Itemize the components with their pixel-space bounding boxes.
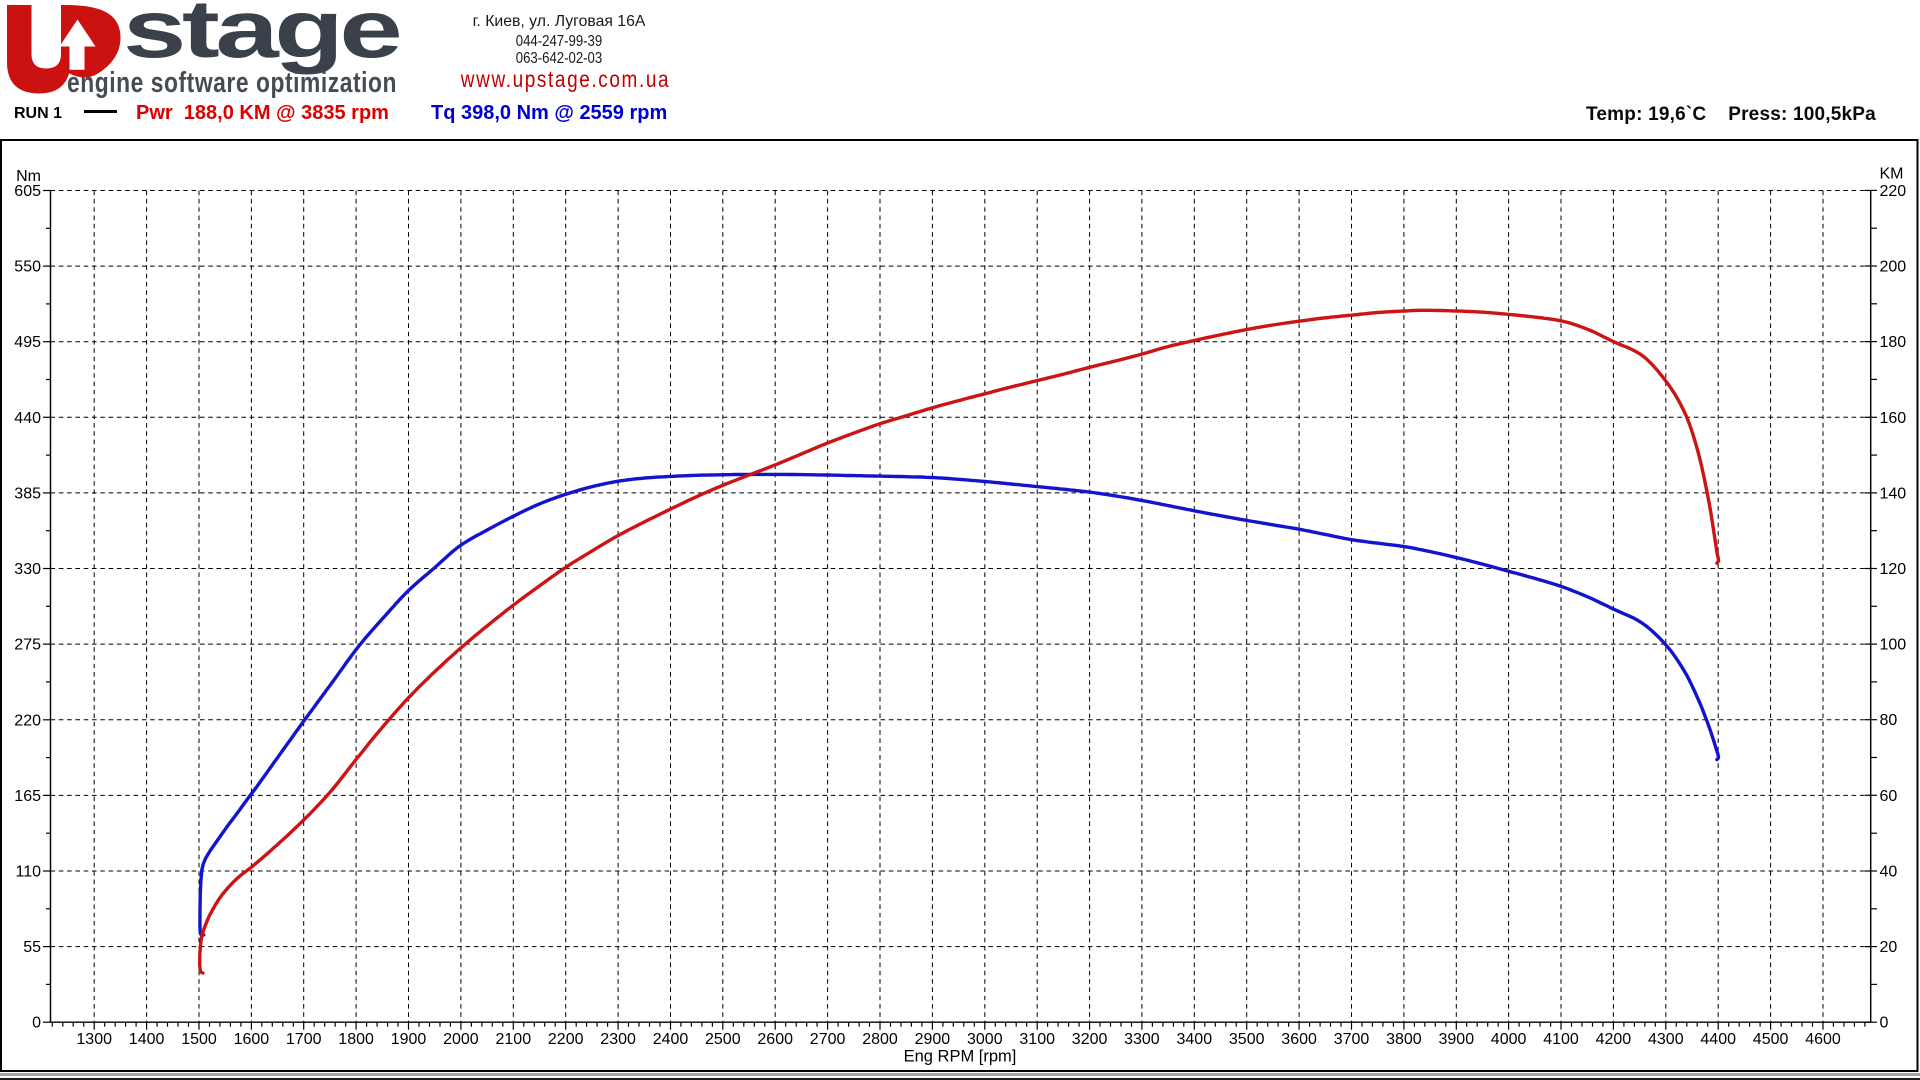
svg-text:3600: 3600 xyxy=(1281,1031,1317,1048)
svg-text:100: 100 xyxy=(1880,637,1907,654)
svg-text:440: 440 xyxy=(14,410,41,427)
svg-text:0: 0 xyxy=(1880,1015,1889,1032)
svg-text:2500: 2500 xyxy=(705,1031,741,1048)
svg-text:220: 220 xyxy=(14,712,41,729)
svg-text:220: 220 xyxy=(1880,183,1907,200)
svg-text:120: 120 xyxy=(1880,561,1907,578)
svg-text:3100: 3100 xyxy=(1019,1031,1055,1048)
svg-text:1800: 1800 xyxy=(338,1031,374,1048)
svg-text:385: 385 xyxy=(14,485,41,502)
svg-text:3300: 3300 xyxy=(1124,1031,1160,1048)
svg-text:20: 20 xyxy=(1880,939,1898,956)
svg-text:2600: 2600 xyxy=(757,1031,793,1048)
svg-text:3800: 3800 xyxy=(1386,1031,1422,1048)
svg-text:180: 180 xyxy=(1880,334,1907,351)
svg-text:4600: 4600 xyxy=(1805,1031,1841,1048)
svg-text:55: 55 xyxy=(23,939,41,956)
svg-text:4300: 4300 xyxy=(1648,1031,1684,1048)
svg-text:2200: 2200 xyxy=(548,1031,584,1048)
svg-text:4200: 4200 xyxy=(1596,1031,1632,1048)
svg-text:1600: 1600 xyxy=(234,1031,270,1048)
svg-text:3500: 3500 xyxy=(1229,1031,1265,1048)
svg-text:1900: 1900 xyxy=(391,1031,427,1048)
svg-text:3700: 3700 xyxy=(1334,1031,1370,1048)
svg-text:3400: 3400 xyxy=(1177,1031,1213,1048)
svg-text:1400: 1400 xyxy=(129,1031,165,1048)
svg-text:engine software optimization: engine software optimization xyxy=(67,68,397,99)
svg-text:2900: 2900 xyxy=(915,1031,951,1048)
svg-text:495: 495 xyxy=(14,334,41,351)
svg-text:1700: 1700 xyxy=(286,1031,322,1048)
svg-text:275: 275 xyxy=(14,637,41,654)
svg-text:3200: 3200 xyxy=(1072,1031,1108,1048)
svg-text:160: 160 xyxy=(1880,410,1907,427)
svg-text:4000: 4000 xyxy=(1491,1031,1527,1048)
svg-text:2800: 2800 xyxy=(862,1031,898,1048)
svg-text:4100: 4100 xyxy=(1543,1031,1579,1048)
svg-text:KM: KM xyxy=(1880,166,1904,183)
svg-text:1300: 1300 xyxy=(76,1031,112,1048)
svg-text:2300: 2300 xyxy=(600,1031,636,1048)
svg-text:605: 605 xyxy=(14,183,41,200)
svg-text:stage: stage xyxy=(123,0,399,74)
svg-text:2000: 2000 xyxy=(443,1031,479,1048)
svg-text:1500: 1500 xyxy=(181,1031,217,1048)
svg-text:3000: 3000 xyxy=(967,1031,1003,1048)
svg-text:2700: 2700 xyxy=(810,1031,846,1048)
svg-text:40: 40 xyxy=(1880,864,1898,881)
svg-text:165: 165 xyxy=(14,788,41,805)
svg-text:80: 80 xyxy=(1880,712,1898,729)
svg-text:140: 140 xyxy=(1880,485,1907,502)
svg-text:2100: 2100 xyxy=(496,1031,532,1048)
svg-text:4500: 4500 xyxy=(1753,1031,1789,1048)
svg-text:3900: 3900 xyxy=(1439,1031,1475,1048)
svg-text:110: 110 xyxy=(15,864,41,881)
svg-text:Nm: Nm xyxy=(16,168,41,185)
svg-text:200: 200 xyxy=(1880,259,1907,276)
svg-text:330: 330 xyxy=(14,561,41,578)
svg-text:Eng RPM [rpm]: Eng RPM [rpm] xyxy=(904,1048,1017,1066)
svg-text:2400: 2400 xyxy=(653,1031,689,1048)
svg-text:0: 0 xyxy=(32,1015,41,1032)
svg-text:60: 60 xyxy=(1880,788,1898,805)
svg-text:4400: 4400 xyxy=(1700,1031,1736,1048)
svg-text:550: 550 xyxy=(14,259,41,276)
